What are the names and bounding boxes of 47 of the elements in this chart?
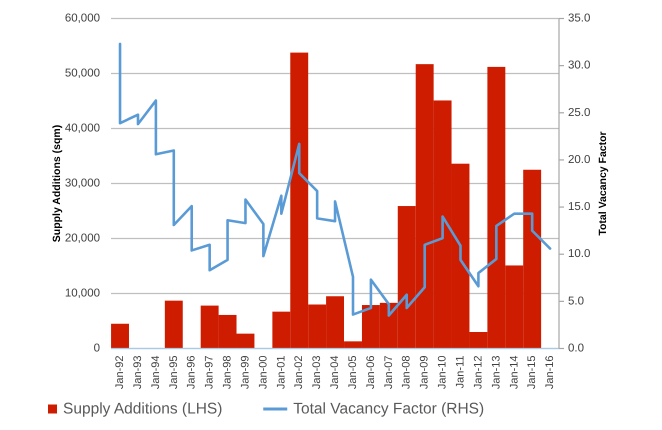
x-tick-label: Jan-15 xyxy=(526,356,538,390)
y-tick-label: 50,000 xyxy=(64,68,100,80)
y2-axis-title: Total Vacancy Factor xyxy=(597,131,609,236)
bar xyxy=(164,300,183,348)
y2-tick-label: 20.0 xyxy=(568,154,590,166)
y2-tick-label: 5.0 xyxy=(568,295,584,308)
y2-tick-label: 15.0 xyxy=(568,201,590,214)
x-tick-label: Jan-92 xyxy=(114,356,126,390)
x-tick-label: Jan-06 xyxy=(364,356,377,390)
x-tick-label: Jan-11 xyxy=(454,356,466,388)
x-tick-label: Jan-12 xyxy=(472,356,484,390)
y-tick-label: 30,000 xyxy=(64,178,100,190)
x-tick-label: Jan-16 xyxy=(544,356,556,390)
y2-tick-label: 0.0 xyxy=(568,342,584,354)
legend-label: Supply Additions (LHS) xyxy=(63,400,222,418)
y-tick-label: 60,000 xyxy=(64,12,100,24)
x-tick-label: Jan-97 xyxy=(204,356,216,390)
y2-tick-label: 25.0 xyxy=(568,106,590,119)
bar xyxy=(111,324,129,348)
y-tick-label: 10,000 xyxy=(64,288,100,300)
y-tick-label: 20,000 xyxy=(64,232,100,244)
x-tick-label: Jan-04 xyxy=(329,356,342,390)
legend-label: Total Vacancy Factor (RHS) xyxy=(293,400,484,418)
y-tick-label: 40,000 xyxy=(64,122,100,134)
y-tick-label: 0 xyxy=(94,342,100,354)
line-series xyxy=(118,42,552,317)
x-tick-label: Jan-03 xyxy=(311,356,324,390)
x-tick-label: Jan-01 xyxy=(275,356,288,390)
x-tick-label: Jan-13 xyxy=(490,356,502,390)
x-tick-label: Jan-10 xyxy=(436,356,449,390)
y-axis-title: Supply Additions (sqm) xyxy=(51,124,63,242)
x-tick-label: Jan-95 xyxy=(168,356,180,390)
x-tick-label: Jan-98 xyxy=(222,356,234,390)
x-tick-label: Jan-09 xyxy=(418,356,431,390)
y2-tick-label: 35.0 xyxy=(568,12,590,24)
y2-tick-label: 10.0 xyxy=(568,248,590,260)
x-tick-label: Jan-02 xyxy=(293,356,306,390)
x-tick-label: Jan-94 xyxy=(150,356,162,390)
x-tick-label: Jan-14 xyxy=(508,356,520,390)
x-tick-label: Jan-05 xyxy=(347,356,360,390)
x-tick-label: Jan-99 xyxy=(239,356,252,390)
x-tick-label: Jan-93 xyxy=(132,356,144,390)
y2-tick-label: 30.0 xyxy=(568,60,590,72)
x-tick-label: Jan-07 xyxy=(382,356,395,390)
x-tick-label: Jan-96 xyxy=(186,356,198,390)
x-tick-label: Jan-08 xyxy=(400,356,413,390)
x-tick-label: Jan-00 xyxy=(257,356,270,390)
